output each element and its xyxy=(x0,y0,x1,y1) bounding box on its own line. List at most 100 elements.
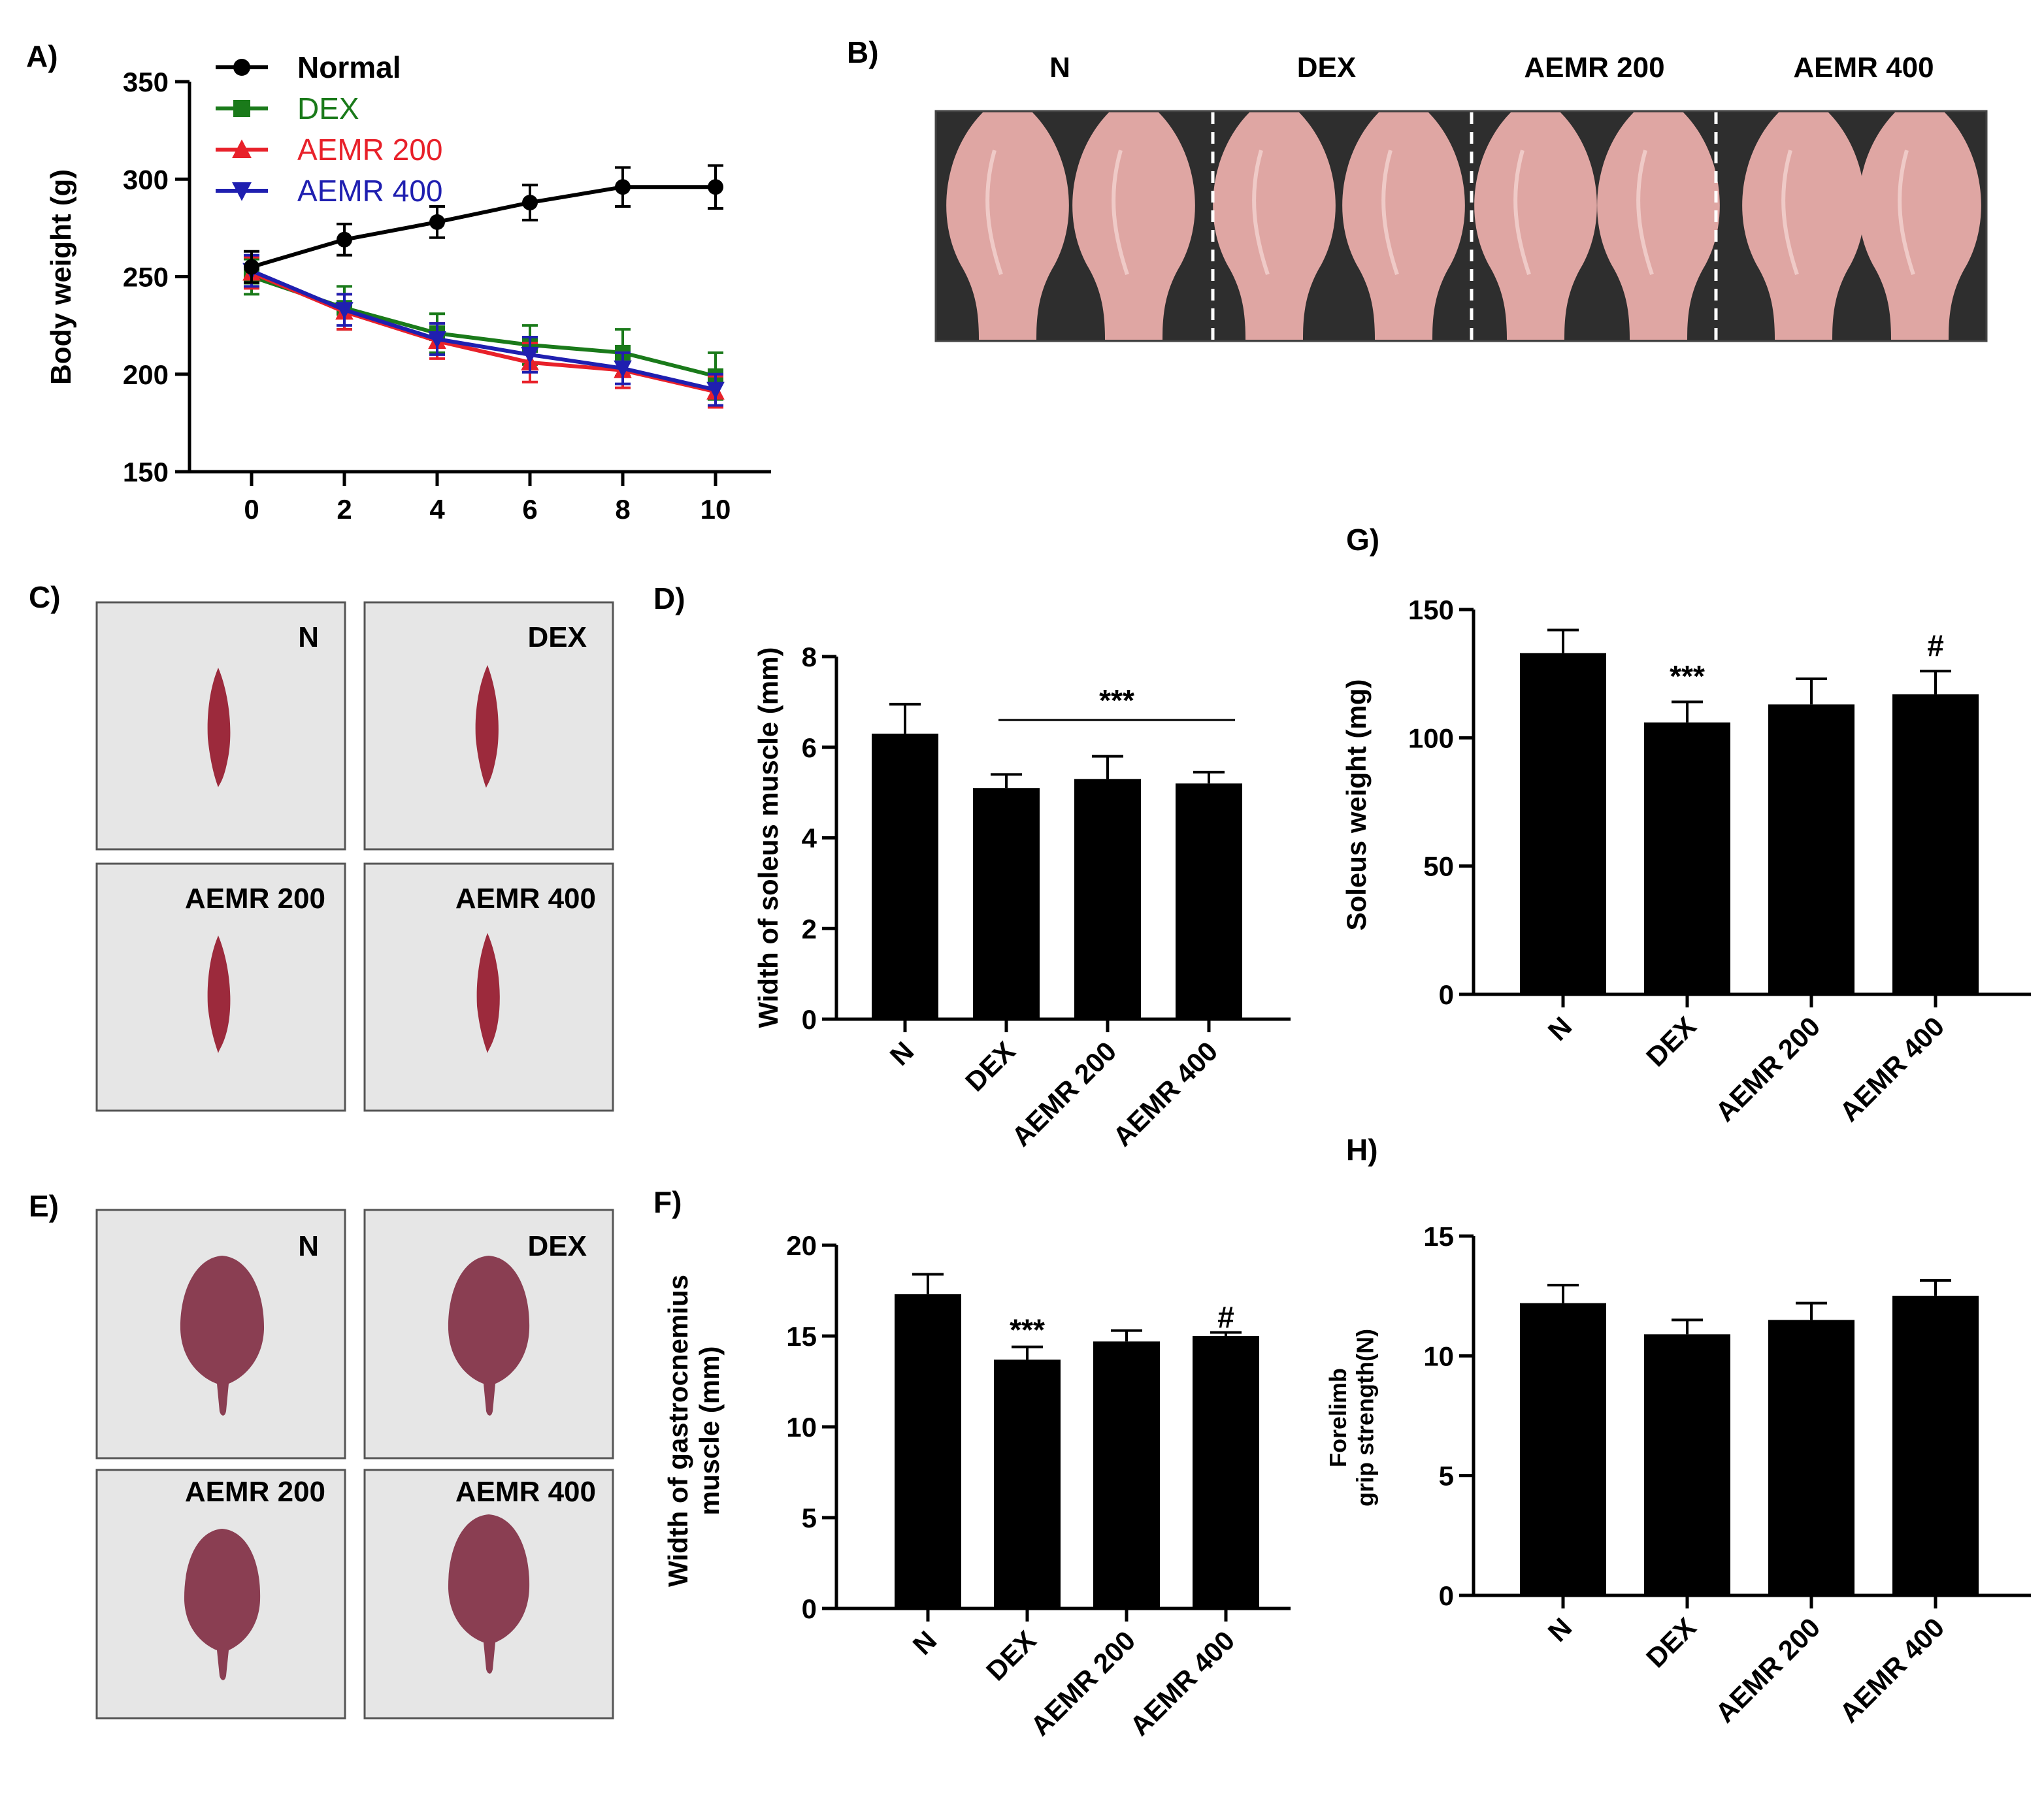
panel-h-label: H) xyxy=(1346,1133,1378,1167)
F-bar-3 xyxy=(1193,1336,1259,1608)
a-point-aemr400 xyxy=(428,331,446,349)
b-muscle-shape xyxy=(1213,112,1336,340)
panel-f-gastrocnemius-width-chart: F) 0 5 10 15 20 Width of gastrocnemiusmuscle (… xyxy=(653,1185,1291,1742)
D-y-tick-label: 6 xyxy=(802,732,817,763)
D-y-tick-label: 2 xyxy=(802,913,817,944)
D-bar-3 xyxy=(1176,783,1242,1019)
G-y-tick-label: 50 xyxy=(1423,851,1454,882)
a-legend-label-aemr400: AEMR 400 xyxy=(297,174,442,208)
b-muscle-sheen xyxy=(1898,150,1915,275)
H-x-tick-label: AEMR 400 xyxy=(1834,1612,1950,1728)
panel-d-label: D) xyxy=(653,581,685,615)
a-point-normal xyxy=(708,179,723,195)
panel-e-gastro-aemr200 xyxy=(184,1529,261,1680)
panel-a-body-weight-chart: A) 150 200 250 300 350 0 2 4 6 8 10 Body weight (g)… xyxy=(26,39,771,525)
a-x-tick-label: 2 xyxy=(337,494,352,525)
a-legend-label-aemr200: AEMR 200 xyxy=(297,133,442,167)
a-point-normal xyxy=(429,214,445,230)
panel-f-label: F) xyxy=(653,1185,682,1219)
panel-a-label: A) xyxy=(26,39,58,73)
a-x-tick-label: 8 xyxy=(615,494,630,525)
a-series-line-aemr400 xyxy=(250,269,716,392)
D-y-axis-label: Width of soleus muscle (mm) xyxy=(753,647,783,1028)
a-y-tick-label: 150 xyxy=(123,457,169,487)
G-x-tick-label: AEMR 200 xyxy=(1709,1011,1826,1127)
a-x-tick-label: 0 xyxy=(244,494,259,525)
b-muscle-shape xyxy=(1742,112,1865,340)
D-bar-2 xyxy=(1074,779,1141,1019)
b-muscle-sheen xyxy=(1112,150,1129,275)
a-y-tick-label: 250 xyxy=(123,262,169,293)
panel-e-label-dex: DEX xyxy=(528,1230,587,1262)
G-y-tick-label: 0 xyxy=(1439,979,1454,1010)
D-y-tick-label: 4 xyxy=(802,823,817,854)
G-bar-3 xyxy=(1892,694,1979,994)
panel-c-soleus-aemr400 xyxy=(476,933,500,1053)
F-y-tick-label: 15 xyxy=(786,1321,817,1352)
b-muscle-shape xyxy=(1597,112,1720,340)
panel-c-label-n: N xyxy=(298,621,319,653)
panel-b-group-aemr400: AEMR 400 xyxy=(1793,52,1934,84)
b-muscle-sheen xyxy=(1252,150,1270,275)
F-y-tick-label: 10 xyxy=(786,1412,817,1443)
panel-b-group-dex: DEX xyxy=(1297,52,1356,84)
G-significance-mark: # xyxy=(1927,628,1944,662)
F-y-tick-label: 0 xyxy=(802,1593,817,1624)
a-x-tick-label: 10 xyxy=(701,494,731,525)
b-muscle-sheen xyxy=(1381,150,1399,275)
F-x-tick-label: DEX xyxy=(980,1625,1042,1686)
panel-e-gastro-n xyxy=(180,1256,265,1416)
G-x-tick-label: AEMR 400 xyxy=(1834,1011,1950,1127)
a-point-normal xyxy=(244,259,259,275)
D-x-tick-label: AEMR 200 xyxy=(1006,1036,1122,1152)
F-x-tick-label: AEMR 400 xyxy=(1124,1625,1240,1741)
G-significance-mark: *** xyxy=(1670,659,1705,693)
D-y-tick-label: 0 xyxy=(802,1004,817,1035)
F-y-tick-label: 20 xyxy=(786,1230,817,1261)
panel-c-label: C) xyxy=(29,580,61,614)
G-y-tick-label: 100 xyxy=(1408,723,1454,753)
G-x-tick-label: N xyxy=(1542,1011,1578,1047)
a-legend-label-dex: DEX xyxy=(297,91,359,125)
H-y-tick-label: 10 xyxy=(1423,1341,1454,1371)
G-bar-0 xyxy=(1520,653,1606,994)
panel-c-label-aemr200: AEMR 200 xyxy=(185,883,325,915)
D-bar-1 xyxy=(973,788,1040,1019)
H-x-tick-label: DEX xyxy=(1640,1612,1702,1673)
F-y-tick-label: 5 xyxy=(802,1503,817,1533)
F-y-axis-label: Width of gastrocnemiusmuscle (mm) xyxy=(663,1275,725,1587)
a-x-tick-label: 6 xyxy=(522,494,537,525)
panel-e-label-aemr400: AEMR 400 xyxy=(455,1476,596,1508)
D-y-tick-label: 8 xyxy=(802,642,817,672)
H-y-tick-label: 0 xyxy=(1439,1580,1454,1611)
b-muscle-shape xyxy=(1072,112,1195,340)
H-bar-1 xyxy=(1644,1334,1730,1595)
a-point-aemr400 xyxy=(614,360,632,378)
D-bar-0 xyxy=(872,733,938,1019)
panel-g-soleus-weight-chart: G) 0 50 100 150 Soleus weight (mg) N DEX AEMR 20… xyxy=(1341,523,2031,1128)
panel-e-label-n: N xyxy=(298,1230,319,1262)
panel-c-soleus-photos: C) N DEX AEMR 200 AEMR 400 xyxy=(29,580,614,1112)
panel-c-label-dex: DEX xyxy=(528,621,587,653)
F-significance-mark: *** xyxy=(1010,1313,1045,1346)
G-y-tick-label: 150 xyxy=(1408,595,1454,625)
D-significance-mark: *** xyxy=(1099,683,1134,717)
panel-e-gastro-aemr400 xyxy=(448,1514,530,1674)
H-bar-3 xyxy=(1892,1296,1979,1595)
G-y-axis-label: Soleus weight (mg) xyxy=(1341,679,1372,930)
panel-g-label: G) xyxy=(1346,523,1379,557)
b-muscle-sheen xyxy=(985,150,1003,275)
panel-c-soleus-n xyxy=(207,668,231,787)
a-y-axis-label: Body weight (g) xyxy=(45,169,77,385)
F-bar-1 xyxy=(994,1360,1061,1608)
F-x-tick-label: AEMR 200 xyxy=(1025,1625,1141,1741)
panel-b-label: B) xyxy=(847,35,879,69)
b-muscle-shape xyxy=(1342,112,1465,340)
a-point-aemr400 xyxy=(521,346,539,365)
panel-e-label-aemr200: AEMR 200 xyxy=(185,1476,325,1508)
panel-e-gastrocnemius-photos: E) N DEX AEMR 200 AEMR 400 xyxy=(29,1189,614,1720)
H-x-tick-label: AEMR 200 xyxy=(1709,1612,1826,1728)
H-x-tick-label: N xyxy=(1542,1612,1578,1648)
